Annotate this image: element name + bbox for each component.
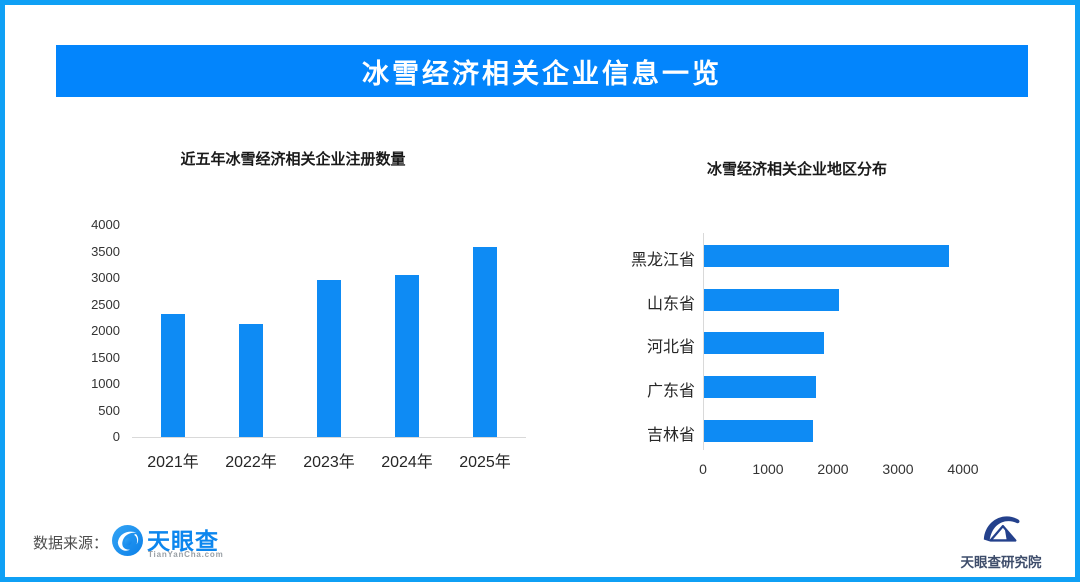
data-source-label: 数据来源： — [33, 535, 109, 552]
tianyancha-domain-text: TianYanCha.com — [148, 550, 224, 559]
tianyancha-wordmark: 天眼查 — [147, 528, 219, 554]
region-bar — [704, 245, 949, 267]
region-bar — [704, 332, 824, 355]
y-axis-tick-label: 2500 — [91, 296, 120, 312]
tianyancha-logo-icon — [112, 525, 143, 556]
x-axis-category-label: 2025年 — [459, 454, 511, 471]
y-axis-category-label: 山东省 — [646, 295, 695, 313]
x-axis-category-label: 2024年 — [381, 454, 433, 471]
y-axis-tick-label: 1500 — [91, 349, 120, 365]
x-axis-category-label: 2021年 — [147, 454, 199, 471]
right-chart-title: 冰雪经济相关企业地区分布 — [706, 161, 887, 178]
x-axis-tick-label: 4000 — [947, 461, 979, 477]
left-chart-title: 近五年冰雪经济相关企业注册数量 — [180, 151, 406, 168]
y-axis-category-label: 黑龙江省 — [630, 252, 695, 269]
registration-bar — [317, 280, 341, 437]
registration-bar — [239, 324, 263, 437]
y-axis-tick-label: 4000 — [91, 217, 120, 232]
page-title: 冰雪经济相关企业信息一览 — [362, 58, 722, 89]
x-axis-tick-label: 3000 — [882, 461, 914, 477]
y-axis-tick-label: 500 — [98, 402, 120, 418]
y-axis-category-label: 河北省 — [646, 339, 695, 357]
x-axis-category-label: 2022年 — [225, 454, 277, 471]
x-axis-tick-label: 1000 — [752, 461, 784, 477]
registration-bar — [161, 314, 185, 437]
region-bar — [704, 419, 813, 442]
registrations-bar-chart: 0 500 1000 1500 2000 2500 3000 3500 4000 2021年 202… — [85, 205, 540, 480]
y-axis-tick-label: 1000 — [91, 376, 120, 391]
x-axis-tick-label: 2000 — [817, 461, 849, 477]
research-institute-logo-icon — [980, 510, 1022, 548]
y-axis-line — [703, 233, 704, 450]
y-axis-tick-label: 3000 — [91, 270, 120, 285]
x-axis-line — [132, 437, 526, 438]
y-axis-tick-label: 0 — [112, 429, 120, 444]
x-axis-tick-label: 0 — [699, 461, 707, 477]
y-axis-category-label: 吉林省 — [646, 426, 695, 444]
x-axis-category-label: 2023年 — [303, 454, 355, 471]
registration-bar — [395, 275, 419, 437]
research-institute-label: 天眼查研究院 — [960, 555, 1042, 570]
region-bar — [704, 288, 839, 311]
page-title-banner: 冰雪经济相关企业信息一览 — [56, 45, 1028, 97]
research-institute-branding: 天眼查研究院 — [953, 510, 1049, 572]
region-distribution-bar-chart: 黑龙江省山东省河北省广东省吉林省 0 1000 2000 3000 4000 — [610, 212, 1075, 492]
y-axis-category-label: 广东省 — [646, 383, 695, 401]
y-axis-tick-label: 2000 — [91, 323, 120, 338]
region-bar — [704, 376, 816, 399]
y-axis-tick-label: 3500 — [91, 243, 120, 259]
registration-bar — [473, 247, 497, 437]
